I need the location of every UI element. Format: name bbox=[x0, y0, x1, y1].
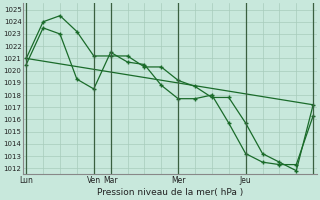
X-axis label: Pression niveau de la mer( hPa ): Pression niveau de la mer( hPa ) bbox=[97, 188, 243, 197]
